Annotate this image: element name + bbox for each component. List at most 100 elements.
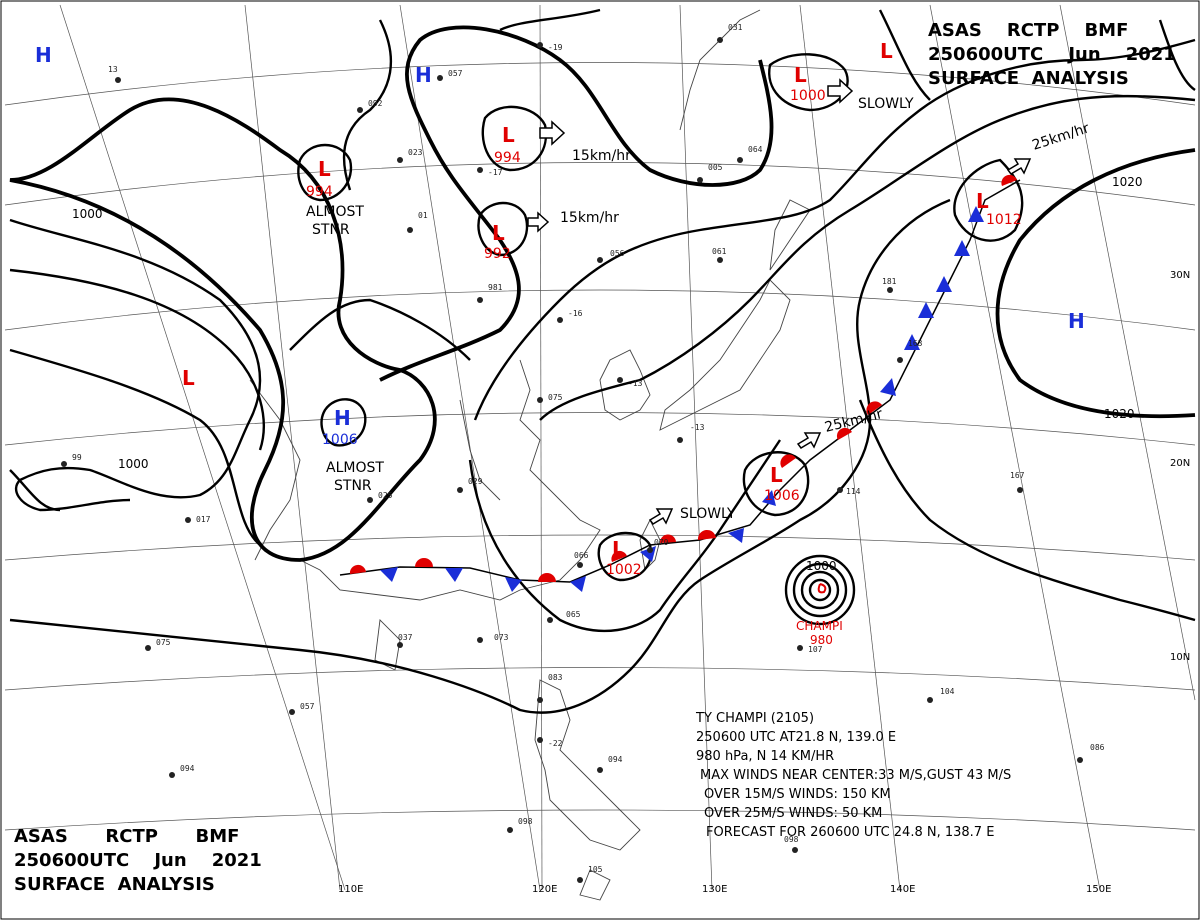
low-pressure-value: 1000 — [790, 88, 826, 104]
low-pressure-value: 1012 — [986, 212, 1022, 228]
svg-text:098: 098 — [784, 835, 799, 844]
almost-stnr-label: STNR — [312, 222, 350, 238]
svg-text:057: 057 — [448, 69, 463, 78]
low-center-symbol: L — [492, 221, 505, 245]
low-center-symbol: L — [880, 39, 893, 63]
high-center-symbol: H — [415, 63, 432, 87]
motion-speed-label: 15km/hr — [572, 148, 631, 164]
typhoon-info-line: OVER 15M/S WINDS: 150 KM — [704, 787, 891, 802]
almost-stnr-label: STNR — [334, 478, 372, 494]
header-bottom-left: ASAS RCTP BMF 250600UTC Jun 2021 SURFACE… — [14, 826, 262, 895]
low-pressure-value: 1006 — [764, 488, 800, 504]
typhoon-info-block: TY CHAMPI (2105) 250600 UTC AT21.8 N, 13… — [695, 711, 1011, 840]
isobar-label: 1000 — [806, 559, 837, 573]
svg-text:-13: -13 — [690, 423, 705, 432]
header-line: ASAS RCTP BMF — [928, 20, 1128, 41]
typhoon-info-line: OVER 25M/S WINDS: 50 KM — [704, 806, 882, 821]
high-center-symbol: H — [35, 43, 52, 67]
pressure-centers: H H L 994 L 994 L 992 L 1000 L L 1012 H … — [35, 39, 1085, 578]
header-top-right: ASAS RCTP BMF 250600UTC Jun 2021 SURFACE… — [928, 20, 1176, 89]
typhoon-info-line: TY CHAMPI (2105) — [695, 711, 814, 726]
svg-text:163: 163 — [908, 339, 923, 348]
typhoon-pressure: 980 — [810, 633, 833, 647]
motion-speed-label: 25km/hr — [823, 406, 884, 436]
high-pressure-value: 1006 — [322, 432, 358, 448]
svg-text:981: 981 — [488, 283, 503, 292]
typhoon-name: CHAMPI — [796, 619, 843, 633]
svg-text:105: 105 — [588, 865, 603, 874]
axis-labels: 110E 120E 130E 140E 150E 30N 20N 10N — [338, 270, 1190, 895]
svg-text:094: 094 — [608, 755, 623, 764]
low-center-symbol: L — [794, 63, 807, 87]
svg-text:99: 99 — [72, 453, 82, 462]
svg-text:070: 070 — [654, 538, 669, 547]
typhoon-info-line: MAX WINDS NEAR CENTER:33 M/S,GUST 43 M/S — [700, 768, 1011, 783]
high-center-symbol: H — [334, 406, 351, 430]
isobar-labels: 1000 1000 1020 1020 1000 — [72, 175, 1143, 573]
svg-text:094: 094 — [180, 764, 195, 773]
longitude-label: 120E — [532, 884, 557, 895]
svg-text:-16: -16 — [568, 309, 583, 318]
svg-text:086: 086 — [1090, 743, 1105, 752]
isobar-label: 1020 — [1112, 175, 1143, 189]
motion-speed-label: 25km/hr — [1030, 120, 1091, 153]
svg-text:029: 029 — [468, 477, 483, 486]
almost-stnr-label: ALMOST — [326, 460, 384, 476]
svg-text:092: 092 — [368, 99, 383, 108]
header-line: 250600UTC Jun 2021 — [14, 850, 262, 871]
motion-arrows — [527, 78, 1032, 525]
low-pressure-value: 1002 — [606, 562, 642, 578]
stationary-notes: ALMOST STNR ALMOST STNR — [306, 204, 384, 494]
typhoon-labels: CHAMPI 980 — [796, 619, 843, 647]
svg-text:-19: -19 — [548, 43, 563, 52]
svg-text:-22: -22 — [548, 739, 563, 748]
isobar-label: 1000 — [72, 207, 103, 221]
typhoon-info-line: 250600 UTC AT21.8 N, 139.0 E — [696, 730, 896, 745]
svg-text:025: 025 — [378, 491, 393, 500]
svg-text:107: 107 — [808, 645, 823, 654]
svg-text:098: 098 — [518, 817, 533, 826]
motion-speed-label: 15km/hr — [560, 210, 619, 226]
low-center-symbol: L — [318, 157, 331, 181]
svg-text:005: 005 — [708, 163, 723, 172]
low-center-symbol: L — [976, 189, 989, 213]
svg-text:167: 167 — [1010, 471, 1025, 480]
svg-text:01: 01 — [418, 211, 428, 220]
latitude-label: 10N — [1170, 652, 1190, 663]
low-center-symbol: L — [612, 537, 625, 561]
svg-text:075: 075 — [548, 393, 563, 402]
svg-text:075: 075 — [156, 638, 171, 647]
svg-text:066: 066 — [574, 551, 589, 560]
high-center-symbol: H — [1068, 309, 1085, 333]
svg-text:104: 104 — [940, 687, 955, 696]
graticule — [4, 4, 1196, 891]
coastlines — [249, 9, 811, 901]
svg-text:056: 056 — [610, 249, 625, 258]
low-pressure-value: 994 — [306, 184, 333, 200]
stationary-front — [339, 174, 1021, 592]
svg-text:064: 064 — [748, 145, 763, 154]
longitude-label: 110E — [338, 884, 363, 895]
svg-text:065: 065 — [566, 610, 581, 619]
motion-speed-label: SLOWLY — [858, 96, 914, 112]
svg-text:023: 023 — [408, 148, 423, 157]
svg-text:057: 057 — [300, 702, 315, 711]
longitude-label: 140E — [890, 884, 915, 895]
isobar-label: 1020 — [1104, 407, 1135, 421]
svg-text:031: 031 — [728, 23, 743, 32]
svg-text:114: 114 — [846, 487, 861, 496]
header-line: SURFACE ANALYSIS — [928, 68, 1129, 89]
almost-stnr-label: ALMOST — [306, 204, 364, 220]
station-plots: 13 057 -19 092 -17 023 031 005 064 01 05… — [61, 23, 1105, 883]
isobar-label: 1000 — [118, 457, 149, 471]
header-line: SURFACE ANALYSIS — [14, 874, 215, 895]
svg-text:181: 181 — [882, 277, 897, 286]
low-pressure-value: 992 — [484, 246, 511, 262]
low-center-symbol: L — [182, 366, 195, 390]
motion-speed-label: SLOWLY — [680, 506, 736, 522]
low-center-symbol: L — [502, 123, 515, 147]
svg-text:073: 073 — [494, 633, 509, 642]
